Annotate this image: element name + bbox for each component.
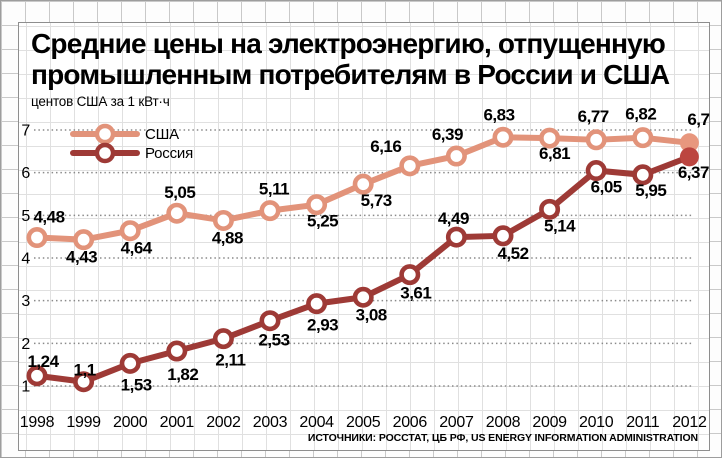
- usa-point-2010: [585, 129, 607, 151]
- legend-label-russia: Россия: [145, 145, 193, 162]
- russia-value-label-2006: 3,61: [400, 284, 431, 303]
- usa-value-label-2010: 6,77: [578, 107, 609, 126]
- x-tick-label-1998: 1998: [20, 414, 55, 431]
- usa-point-2009: [539, 127, 561, 149]
- legend-label-usa: США: [145, 126, 179, 143]
- russia-point-2004: [306, 293, 328, 315]
- usa-point-2003: [259, 200, 281, 222]
- russia-point-2003: [259, 310, 281, 332]
- russia-value-label-2010: 6,05: [591, 178, 622, 197]
- y-tick-label-5: 5: [21, 208, 30, 225]
- usa-value-label-2006: 6,16: [370, 137, 401, 156]
- usa-point-2007: [445, 145, 467, 167]
- units-label: центов США за 1 кВт·ч: [31, 94, 170, 109]
- x-tick-label-1999: 1999: [66, 414, 101, 431]
- usa-point-2002: [212, 209, 234, 231]
- russia-value-label-1999: 1,1: [74, 361, 96, 380]
- usa-value-label-2005: 5,73: [361, 191, 392, 210]
- y-tick-label-4: 4: [21, 250, 30, 267]
- russia-point-2010: [585, 160, 607, 182]
- russia-value-label-1998: 1,24: [27, 352, 59, 371]
- x-tick-label-2008: 2008: [486, 414, 521, 431]
- russia-value-label-2012: 6,37: [678, 163, 709, 182]
- usa-point-2001: [166, 202, 188, 224]
- chart-title-line1: Средние цены на электроэнергию, отпущенн…: [31, 28, 666, 59]
- russia-value-label-2000: 1,53: [121, 375, 152, 394]
- usa-end-point-2012: [679, 133, 699, 153]
- usa-value-label-2011: 6,82: [625, 105, 656, 124]
- usa-point-2008: [492, 126, 514, 148]
- russia-point-2009: [539, 198, 561, 220]
- x-tick-label-2000: 2000: [113, 414, 148, 431]
- usa-value-label-2001: 5,05: [164, 183, 195, 202]
- y-tick-label-2: 2: [21, 336, 30, 353]
- russia-end-point-2012: [679, 147, 699, 167]
- russia-point-2008: [492, 225, 514, 247]
- y-tick-label-6: 6: [21, 165, 30, 182]
- usa-value-label-2012: 6,7: [687, 110, 709, 129]
- chart-panel: [18, 22, 710, 451]
- usa-point-1998: [26, 227, 48, 249]
- y-tick-label-3: 3: [21, 293, 30, 310]
- x-tick-label-2002: 2002: [206, 414, 241, 431]
- source-note: ИСТОЧНИКИ: РОССТАТ, ЦБ РФ, US ENERGY INF…: [307, 432, 698, 444]
- russia-value-label-2005: 3,08: [356, 305, 387, 324]
- x-tick-label-2004: 2004: [299, 414, 334, 431]
- russia-point-2005: [352, 286, 374, 308]
- russia-point-1999: [73, 371, 95, 393]
- russia-point-1998: [26, 365, 48, 387]
- usa-value-label-1999: 4,43: [66, 248, 97, 267]
- usa-point-2005: [352, 173, 374, 195]
- russia-point-2007: [445, 226, 467, 248]
- chart-title: Средние цены на электроэнергию, отпущенн…: [31, 28, 670, 90]
- usa-value-label-2002: 4,88: [212, 228, 243, 247]
- legend-marker-circle-russia: [94, 142, 116, 164]
- usa-value-label-2004: 5,25: [307, 212, 338, 231]
- chart-title-line2: промышленным потребителям в России и США: [31, 59, 670, 90]
- usa-value-label-2007: 6,39: [432, 125, 463, 144]
- x-tick-label-2005: 2005: [346, 414, 381, 431]
- russia-value-label-2011: 5,95: [635, 181, 666, 200]
- russia-value-label-2008: 4,52: [497, 244, 528, 263]
- russia-point-2002: [212, 328, 234, 350]
- x-tick-label-2012: 2012: [672, 414, 707, 431]
- x-tick-label-2011: 2011: [626, 414, 660, 431]
- usa-point-2000: [119, 220, 141, 242]
- x-tick-label-2007: 2007: [439, 414, 474, 431]
- russia-point-2000: [119, 352, 141, 374]
- russia-point-2011: [632, 164, 654, 186]
- usa-value-label-2008: 6,83: [483, 105, 514, 124]
- y-tick-label-7: 7: [21, 122, 30, 139]
- russia-value-label-2001: 1,82: [167, 365, 198, 384]
- russia-point-2006: [399, 264, 421, 286]
- y-tick-label-1: 1: [21, 379, 30, 396]
- x-tick-label-2003: 2003: [253, 414, 288, 431]
- usa-value-label-2003: 5,11: [259, 180, 289, 199]
- russia-value-label-2002: 2,11: [215, 351, 245, 370]
- usa-point-2006: [399, 155, 421, 177]
- usa-value-label-2009: 6,81: [539, 144, 570, 163]
- x-tick-label-2001: 2001: [160, 414, 195, 431]
- x-tick-label-2009: 2009: [532, 414, 567, 431]
- russia-value-label-2004: 2,93: [307, 316, 338, 335]
- legend-marker-circle-usa: [94, 123, 116, 145]
- x-tick-label-2006: 2006: [393, 414, 428, 431]
- russia-value-label-2003: 2,53: [258, 331, 289, 350]
- russia-point-2001: [166, 340, 188, 362]
- russia-value-label-2009: 5,14: [544, 216, 576, 235]
- x-tick-label-2010: 2010: [579, 414, 614, 431]
- usa-value-label-1998: 4,48: [33, 208, 64, 227]
- usa-point-2011: [632, 127, 654, 149]
- russia-value-label-2007: 4,49: [438, 209, 469, 228]
- usa-point-1999: [73, 229, 95, 251]
- usa-value-label-2000: 4,64: [121, 239, 153, 258]
- usa-point-2004: [306, 194, 328, 216]
